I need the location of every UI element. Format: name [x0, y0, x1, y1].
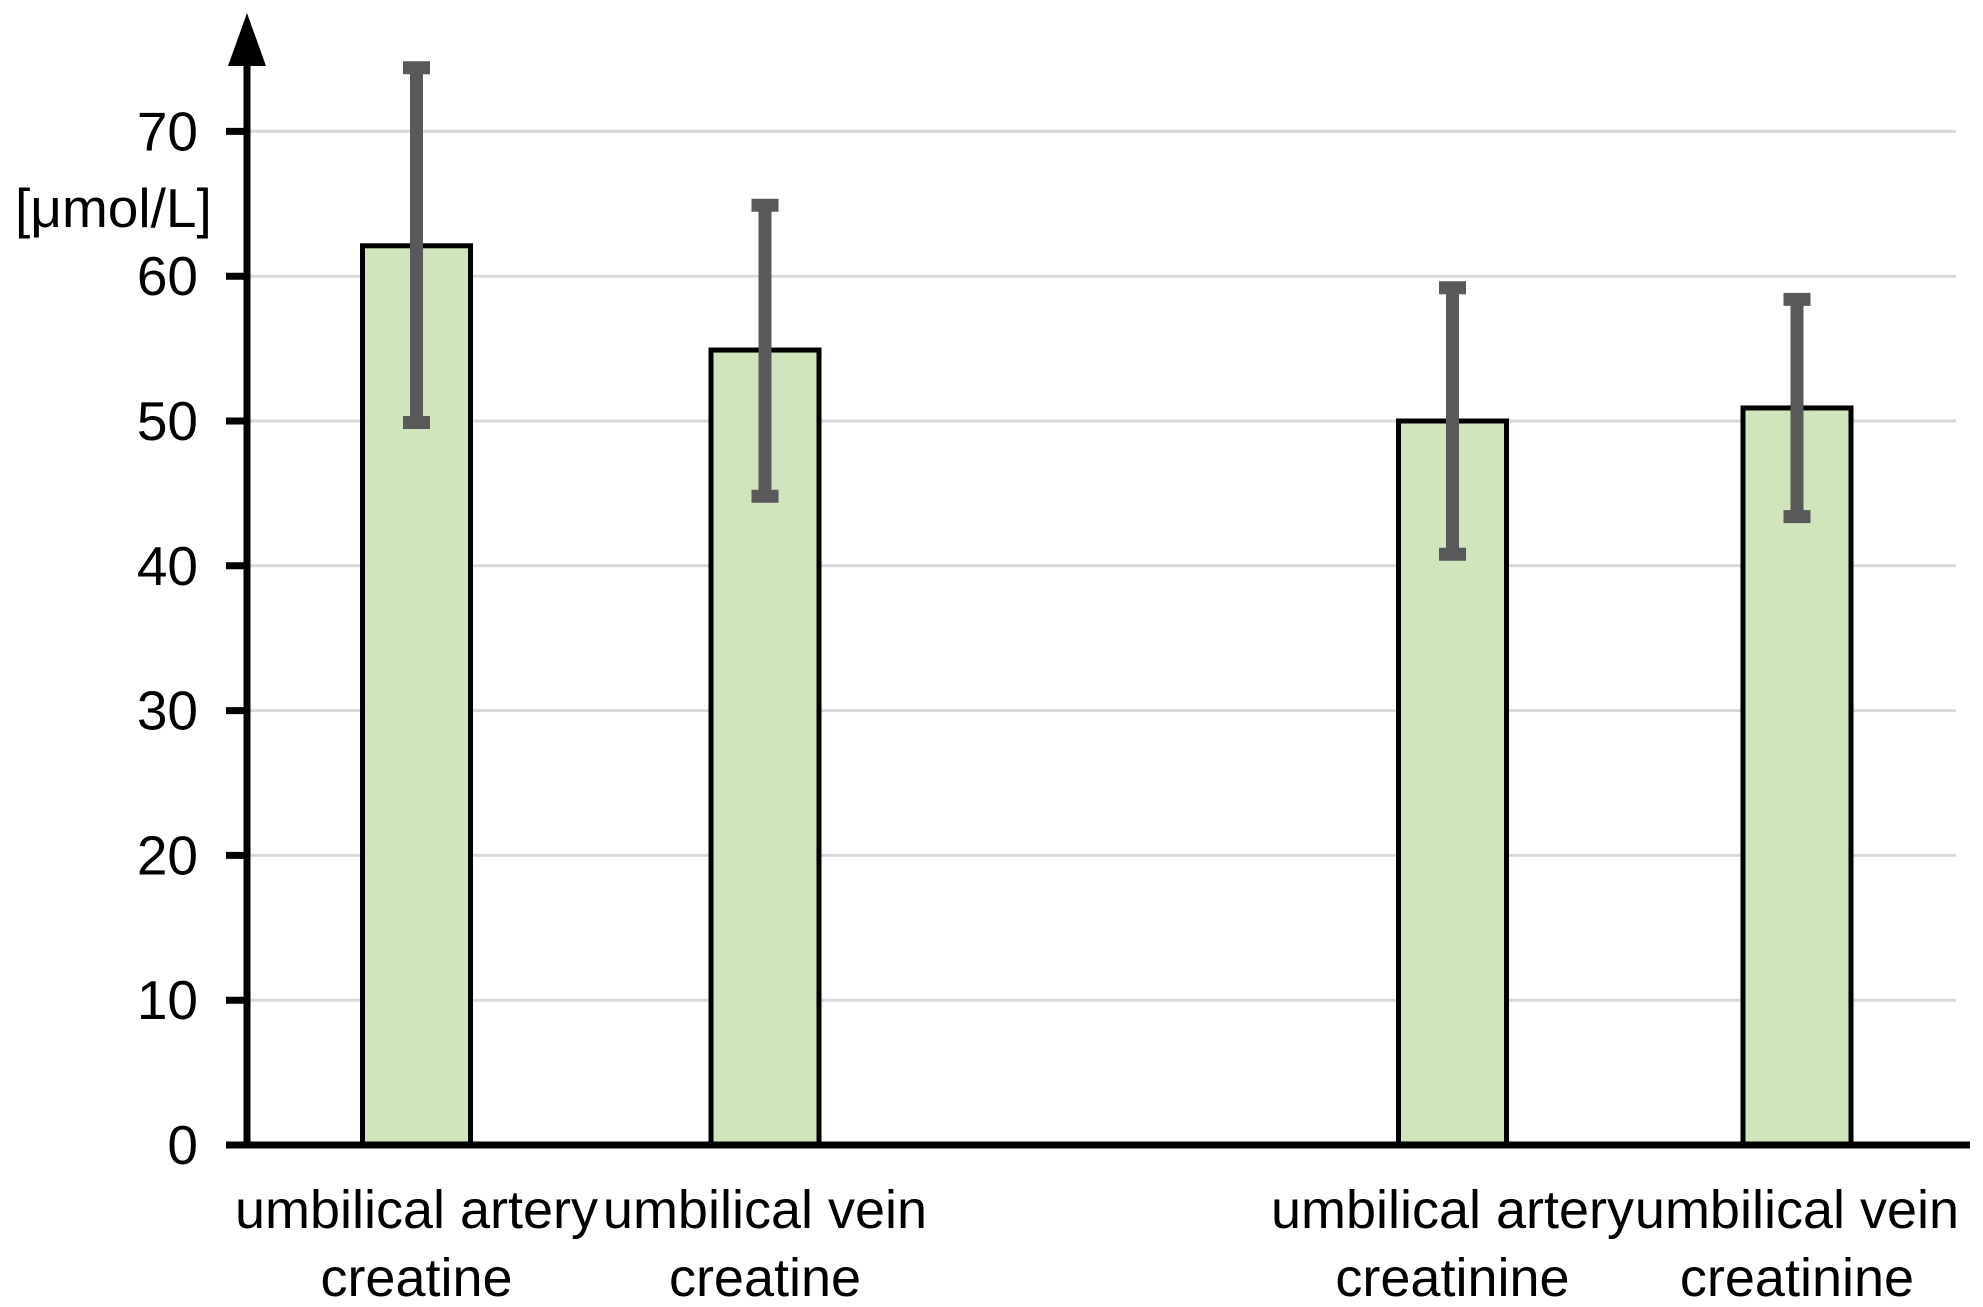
category-label-line2: creatinine — [1335, 1248, 1569, 1307]
tick-labels-layer: 0 10 20 30 40 50 60 70 — [137, 100, 198, 1176]
y-axis-unit-label: [μmol/L] — [15, 177, 212, 239]
category-label-line1: umbilical artery — [1271, 1180, 1634, 1240]
y-tick-label-30: 30 — [137, 680, 198, 742]
bars-layer — [360, 243, 1854, 1148]
category-label-line2: creatinine — [1680, 1248, 1914, 1307]
y-tick-label-0: 0 — [167, 1114, 198, 1176]
tick-marks-layer — [226, 127, 250, 1149]
y-tick-label-60: 60 — [137, 245, 198, 307]
category-label-line2: creatine — [320, 1248, 512, 1307]
error-bars-layer — [403, 61, 1811, 561]
category-label-line2: creatine — [669, 1248, 861, 1307]
y-tick-label-70: 70 — [137, 100, 198, 162]
y-tick-label-20: 20 — [137, 824, 198, 886]
y-tick-label-10: 10 — [137, 969, 198, 1031]
category-label-line1: umbilical vein — [1635, 1180, 1959, 1240]
category-labels-layer: umbilical artery creatine umbilical vein cr… — [235, 1180, 1959, 1307]
category-label-line1: umbilical artery — [235, 1180, 598, 1240]
axes-layer — [228, 13, 1970, 1149]
y-tick-label-40: 40 — [137, 535, 198, 597]
category-label-line1: umbilical vein — [603, 1180, 927, 1240]
gridlines-layer — [250, 129, 1956, 1002]
y-axis-arrowhead — [228, 13, 266, 66]
y-tick-label-50: 50 — [137, 390, 198, 452]
